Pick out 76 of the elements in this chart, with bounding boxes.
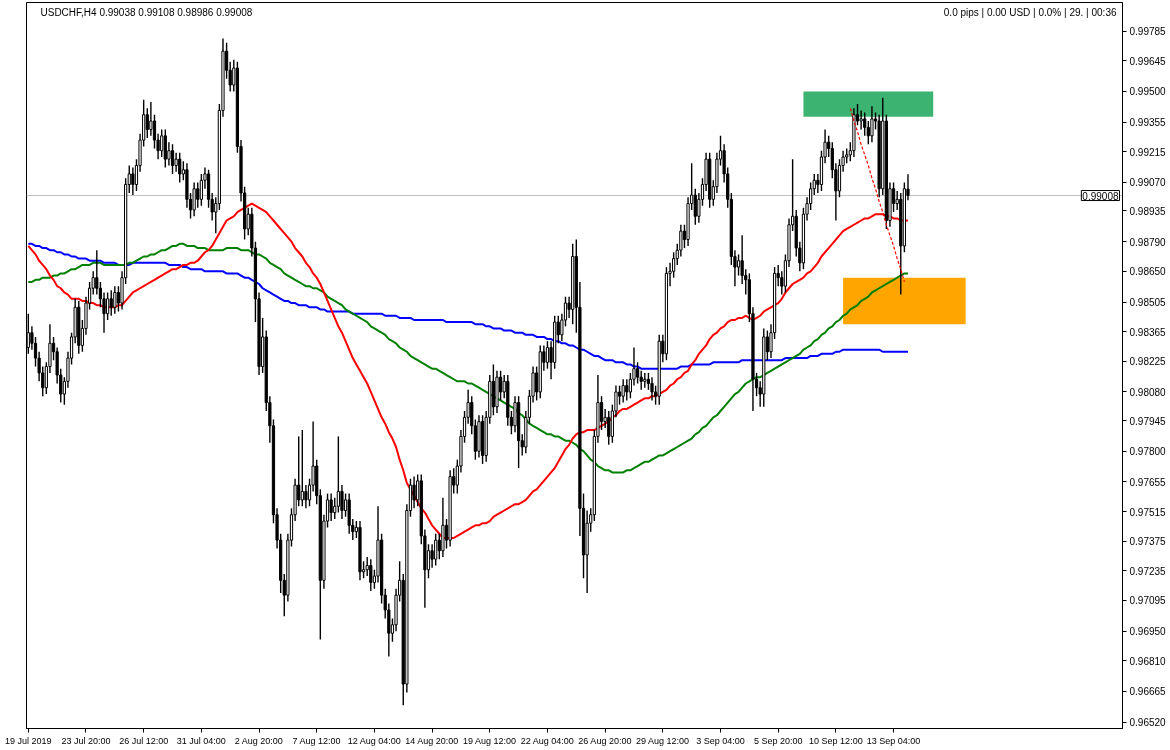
- y-tick-label: 0.98790: [1129, 236, 1167, 248]
- y-tick-label: 0.97235: [1129, 565, 1167, 577]
- candlestick: [149, 101, 153, 137]
- candlestick: [106, 291, 110, 321]
- x-tick-label: 22 Aug 04:00: [520, 735, 574, 746]
- candlestick: [304, 484, 308, 510]
- candlestick: [192, 181, 196, 217]
- candlestick: [196, 181, 200, 209]
- candlestick: [607, 410, 611, 446]
- x-tick-label: 7 Aug 12:00: [292, 735, 341, 746]
- x-tick-label: 26 Aug 20:00: [578, 735, 632, 746]
- annotation: 0.0 pips | 0.00 USD | 0.0% | 29. | 00:36: [943, 6, 1117, 18]
- y-tick-label: 0.97515: [1129, 506, 1167, 518]
- candlestick: [434, 533, 438, 567]
- candlestick: [163, 128, 167, 169]
- candlestick: [412, 475, 416, 510]
- y-tick-label: 0.99215: [1129, 146, 1167, 158]
- x-tick-label: 10 Sep 12:00: [809, 735, 863, 746]
- chart-title: USDCHF,H4 0.99038 0.99108 0.98986 0.99008: [40, 6, 253, 18]
- ref-line-label: 0.99008: [1082, 190, 1119, 202]
- y-tick-label: 0.98505: [1129, 297, 1167, 308]
- y-tick-label: 0.97655: [1129, 476, 1167, 488]
- candlestick: [863, 111, 867, 137]
- x-tick-label: 12 Aug 04:00: [347, 735, 401, 746]
- x-tick-label: 14 Aug 20:00: [405, 735, 459, 746]
- y-tick-label: 0.98365: [1129, 326, 1167, 338]
- candlestick: [859, 109, 863, 131]
- x-tick-label: 26 Jul 12:00: [119, 735, 169, 746]
- candlestick: [430, 543, 434, 569]
- y-tick-label: 0.96665: [1129, 686, 1167, 698]
- x-tick-label: 2 Aug 20:00: [234, 735, 283, 746]
- candlestick: [736, 253, 741, 277]
- y-tick-label: 0.97945: [1129, 415, 1167, 427]
- y-tick-label: 0.96520: [1129, 717, 1167, 729]
- candlestick: [300, 429, 304, 507]
- y-tick-label: 0.99645: [1129, 55, 1167, 67]
- y-tick-label: 0.98650: [1129, 266, 1167, 278]
- x-tick-label: 5 Sep 20:00: [753, 735, 803, 746]
- candlestick: [621, 378, 625, 404]
- candlestick: [625, 378, 629, 402]
- y-tick-label: 0.99785: [1129, 26, 1167, 38]
- candlestick: [643, 372, 647, 389]
- x-tick-label: 3 Sep 04:00: [696, 735, 745, 746]
- x-tick-label: 19 Jul 2019: [5, 735, 52, 746]
- candlestick: [329, 492, 333, 522]
- y-tick-label: 0.99500: [1129, 86, 1167, 98]
- candlestick: [109, 289, 113, 317]
- y-tick-label: 0.98080: [1129, 386, 1167, 398]
- y-tick-label: 0.97375: [1129, 536, 1167, 548]
- candlestick: [113, 285, 117, 315]
- y-tick-label: 0.97095: [1129, 595, 1167, 607]
- candlestick: [369, 558, 373, 592]
- y-tick-label: 0.97800: [1129, 446, 1167, 458]
- y-tick-label: 0.99070: [1129, 177, 1167, 189]
- x-tick-label: 23 Jul 20:00: [61, 735, 111, 746]
- candlestick: [178, 152, 182, 184]
- candlestick: [336, 435, 340, 514]
- x-tick-label: 31 Jul 04:00: [176, 735, 226, 746]
- y-tick-label: 0.96810: [1129, 655, 1167, 667]
- candlestick: [170, 143, 175, 175]
- candlestick: [693, 188, 697, 226]
- candlestick: [174, 152, 178, 173]
- y-tick-label: 0.99355: [1129, 117, 1167, 129]
- x-tick-label: 19 Aug 12:00: [463, 735, 517, 746]
- candlestick: [131, 166, 135, 196]
- candlestick: [160, 128, 164, 158]
- candlestick: [870, 105, 874, 143]
- candlestick: [545, 340, 550, 370]
- y-tick-label: 0.98225: [1129, 356, 1167, 368]
- y-tick-label: 0.98935: [1129, 205, 1167, 217]
- y-tick-label: 0.96950: [1129, 626, 1167, 638]
- line-series: [27, 242, 909, 474]
- candlestick: [650, 376, 654, 402]
- x-tick-label: 13 Sep 04:00: [866, 735, 921, 746]
- x-tick-label: 29 Aug 12:00: [636, 735, 690, 746]
- candlestick: [866, 120, 870, 146]
